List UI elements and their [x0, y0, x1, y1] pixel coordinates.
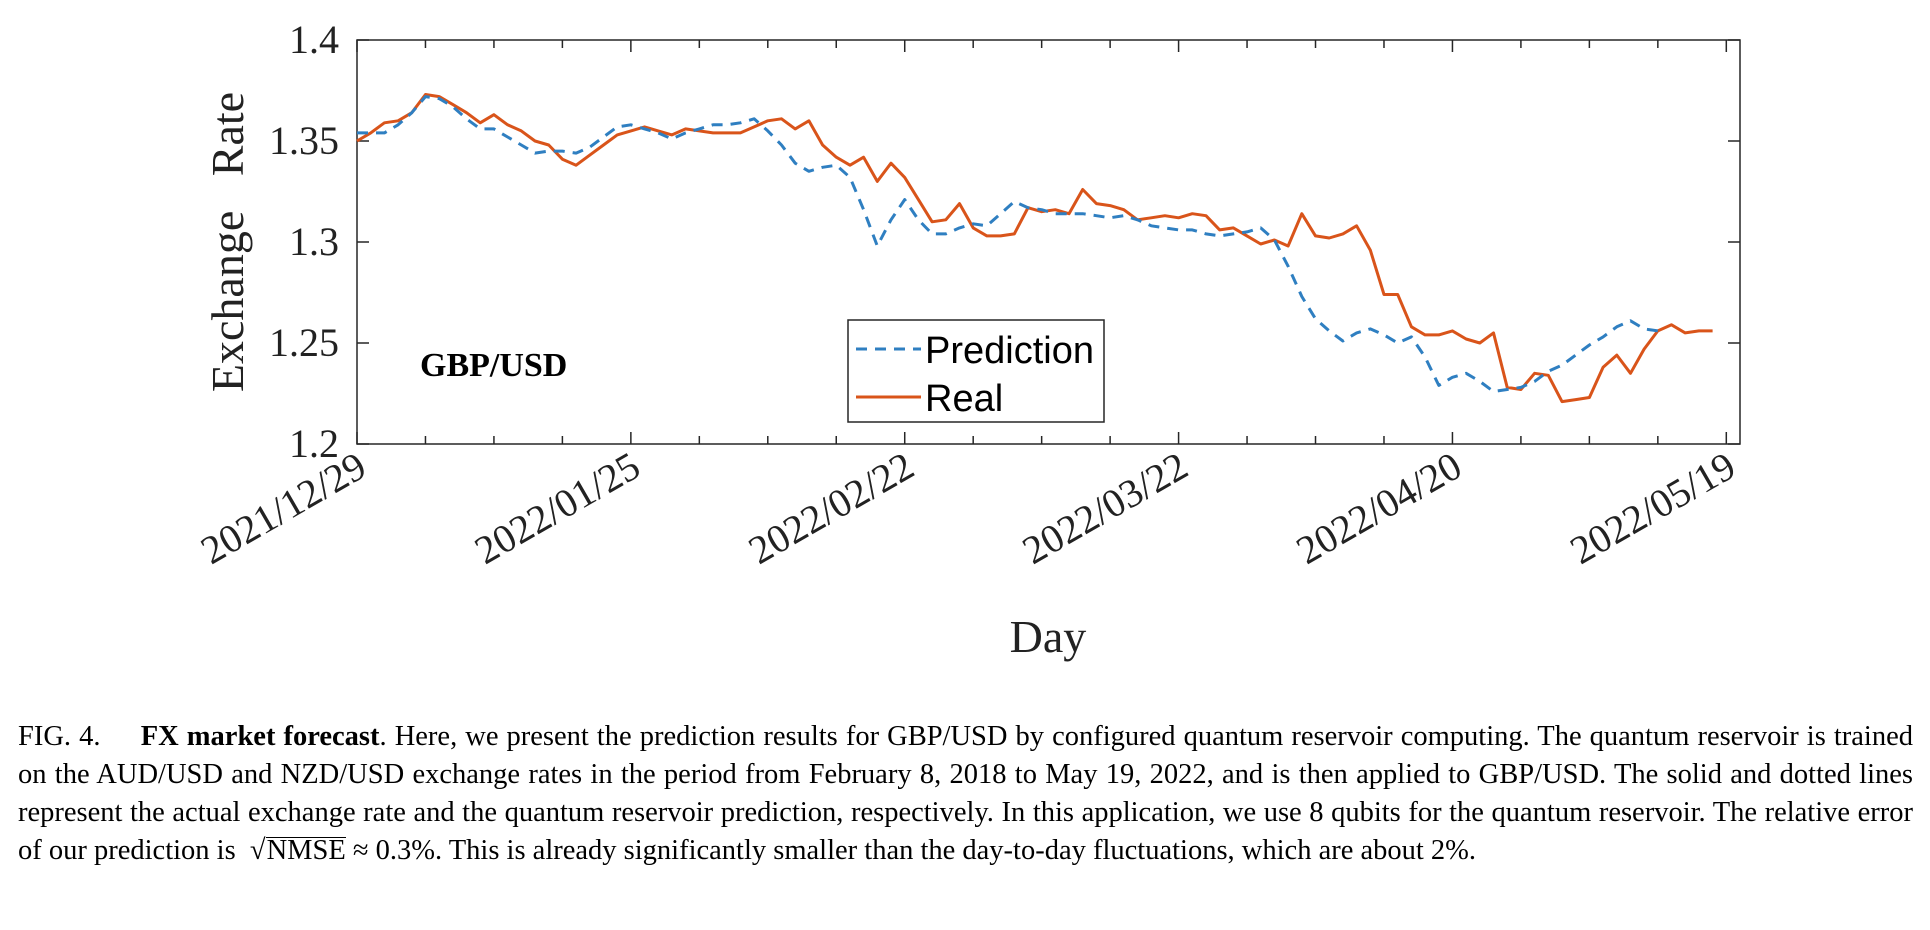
y-tick-labels: 1.2 1.25 1.3 1.35 1.4 — [269, 17, 339, 466]
x-tick-label: 2022/03/22 — [1015, 443, 1195, 573]
caption-label: FIG. 4. — [18, 721, 101, 752]
legend: Prediction Real — [847, 319, 1105, 423]
y-axis-title: Exchange Rate — [202, 92, 253, 392]
x-tick-label: 2022/04/20 — [1289, 443, 1469, 573]
axis-ticks — [356, 39, 1740, 445]
chart: 1.21.251.31.351.4 2021/12/29 2022/01/25 20… — [193, 17, 1743, 662]
series-line-real — [356, 93, 1713, 404]
legend-box — [847, 319, 1105, 423]
caption-title: FX market forecast — [140, 721, 380, 752]
y-tick-label: 1.4 — [289, 17, 339, 62]
x-tick-label: 2021/12/29 — [193, 443, 373, 573]
caption-text-1: . Here, we present the prediction result… — [18, 721, 1913, 866]
x-tick-label: 2022/05/19 — [1562, 443, 1742, 573]
y-tick-label: 1.2 — [289, 421, 339, 466]
x-axis-title: Day — [1010, 611, 1087, 662]
figure-caption: FIG. 4. FX market forecast. Here, we pre… — [18, 718, 1913, 870]
x-tick-label: 2022/01/25 — [467, 443, 647, 573]
caption-text-2: ≈ 0.3%. This is already significantly sm… — [345, 835, 1477, 866]
x-tick-labels: 2021/12/29 2022/01/25 2022/02/22 2022/03/22… — [193, 443, 1743, 573]
y-tick-label: 1.35 — [269, 118, 339, 163]
y-tick-label: 1.25 — [269, 320, 339, 365]
y-tick-label: 1.3 — [289, 219, 339, 264]
legend-label-prediction: Prediction — [925, 330, 1094, 372]
series-layer — [356, 93, 1713, 404]
x-tick-label: 2022/02/22 — [741, 443, 921, 573]
series-line-prediction — [357, 95, 1659, 393]
series-annotation: GBP/USD — [420, 347, 567, 384]
sqrt-content: NMSE — [265, 835, 346, 866]
sqrt-symbol: √ — [249, 835, 266, 866]
legend-label-real: Real — [925, 378, 1003, 420]
